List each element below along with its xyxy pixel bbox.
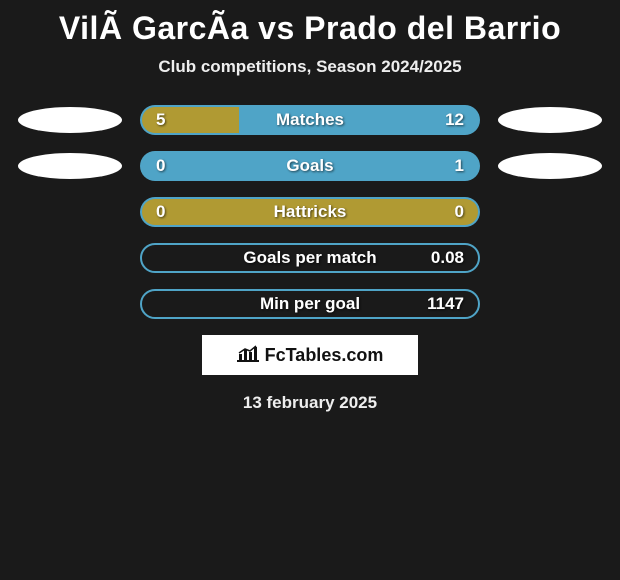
right-value: 1147 bbox=[427, 294, 464, 314]
right-ellipse bbox=[498, 153, 602, 179]
page-title: VilÃ GarcÃ­a vs Prado del Barrio bbox=[0, 10, 620, 47]
right-value: 12 bbox=[445, 110, 464, 130]
left-value: 0 bbox=[156, 202, 165, 222]
logo-chart-icon bbox=[237, 344, 259, 367]
right-value: 0.08 bbox=[431, 248, 464, 268]
stat-row: Min per goal 1147 bbox=[0, 289, 620, 319]
logo: FcTables.com bbox=[237, 344, 384, 367]
right-value: 0 bbox=[455, 202, 464, 222]
stat-rows: 5 Matches 12 0 Goals 1 0 Hattricks 0 Goals per ma… bbox=[0, 105, 620, 319]
stat-bar: Goals per match 0.08 bbox=[140, 243, 480, 273]
stat-row: 5 Matches 12 bbox=[0, 105, 620, 135]
stat-bar: 5 Matches 12 bbox=[140, 105, 480, 135]
stat-label: Matches bbox=[276, 110, 344, 130]
stat-bar: 0 Hattricks 0 bbox=[140, 197, 480, 227]
left-ellipse bbox=[18, 107, 122, 133]
stat-row: 0 Hattricks 0 bbox=[0, 197, 620, 227]
stat-label: Goals bbox=[286, 156, 333, 176]
stat-label: Goals per match bbox=[243, 248, 376, 268]
stat-label: Hattricks bbox=[274, 202, 347, 222]
subtitle: Club competitions, Season 2024/2025 bbox=[0, 57, 620, 77]
stat-row: 0 Goals 1 bbox=[0, 151, 620, 181]
logo-box: FcTables.com bbox=[202, 335, 418, 375]
stat-bar: 0 Goals 1 bbox=[140, 151, 480, 181]
stat-row: Goals per match 0.08 bbox=[0, 243, 620, 273]
right-ellipse bbox=[498, 107, 602, 133]
date-text: 13 february 2025 bbox=[0, 393, 620, 413]
stat-bar: Min per goal 1147 bbox=[140, 289, 480, 319]
stat-label: Min per goal bbox=[260, 294, 360, 314]
left-value: 5 bbox=[156, 110, 165, 130]
left-ellipse bbox=[18, 153, 122, 179]
comparison-widget: VilÃ GarcÃ­a vs Prado del Barrio Club co… bbox=[0, 0, 620, 413]
right-value: 1 bbox=[455, 156, 464, 176]
left-value: 0 bbox=[156, 156, 165, 176]
logo-text: FcTables.com bbox=[265, 345, 384, 366]
